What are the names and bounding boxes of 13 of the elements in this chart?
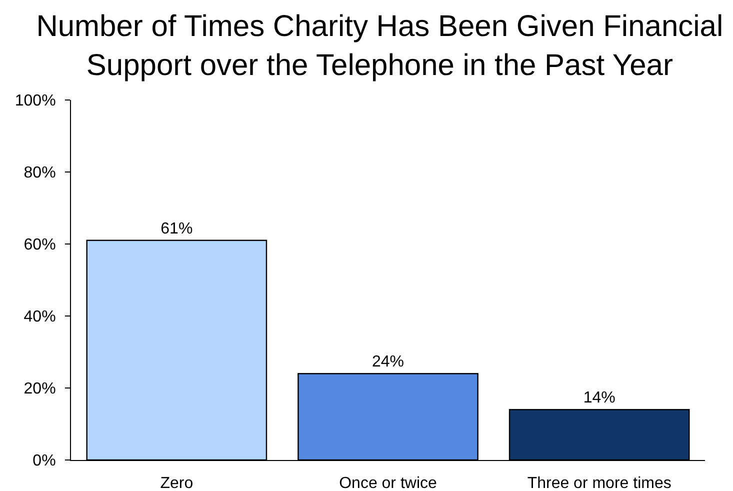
y-tick-label: 0% (32, 452, 56, 470)
x-tick-label: Three or more times (527, 475, 672, 491)
x-tick-label: Zero (160, 475, 194, 491)
chart-title: Number of Times Charity Has Been Given Financial Support over the Telephone in the Past Year (36, 10, 724, 82)
y-tick-label: 40% (24, 308, 56, 326)
x-tick-label: Once or twice (339, 475, 438, 491)
y-tick-label: 100% (14, 92, 56, 110)
y-tick-label: 20% (24, 380, 56, 398)
data-label: 14% (583, 390, 616, 407)
y-tick-label: 80% (24, 164, 56, 182)
data-label: 61% (160, 220, 193, 238)
data-label: 24% (372, 354, 404, 371)
y-tick-label: 60% (24, 236, 56, 254)
